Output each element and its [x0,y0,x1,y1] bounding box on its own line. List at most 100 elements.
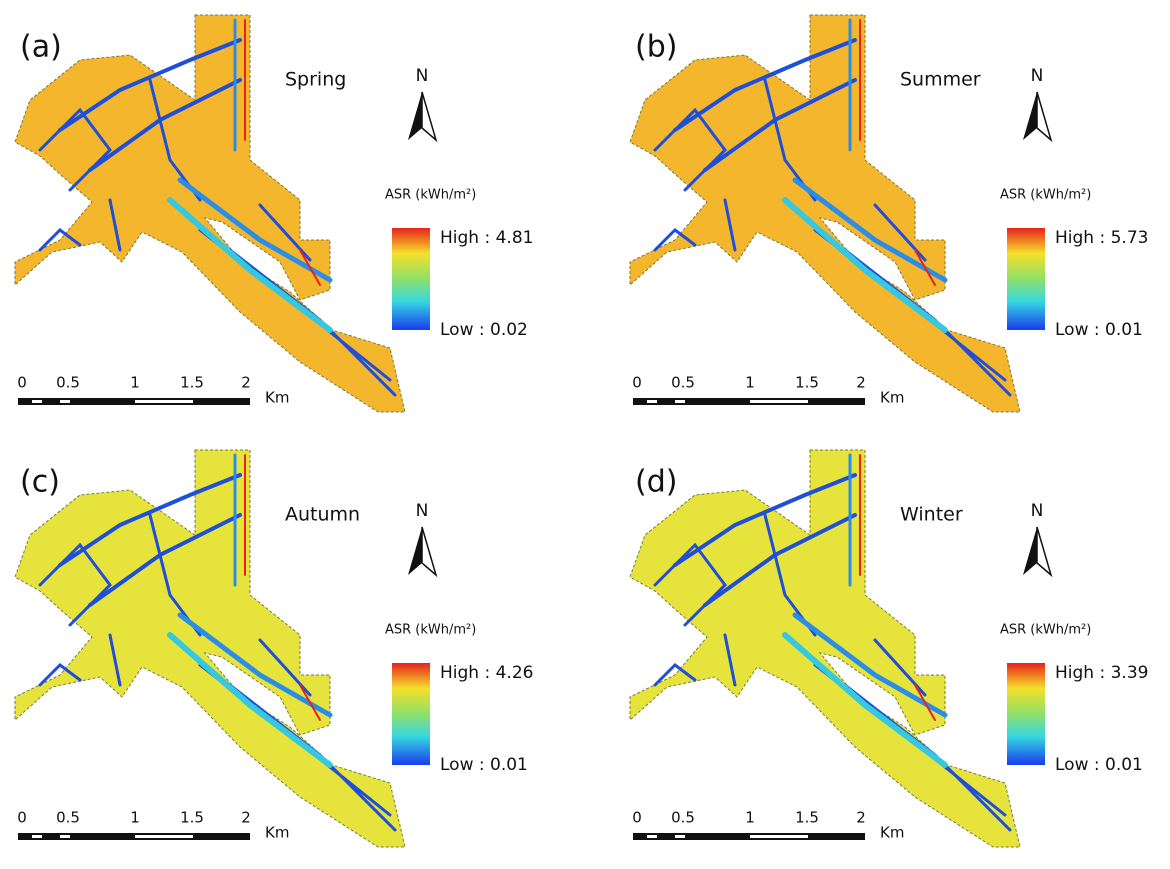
scale-tick: 2 [241,374,251,392]
season-name: Summer [900,69,981,91]
scale-bar-segment [750,835,808,838]
shade-feature [723,198,737,252]
shade-feature [653,107,727,192]
scale-unit: Km [265,389,289,407]
scale-bar-segment [60,835,70,838]
scale-tick: 1 [130,374,140,392]
scale-tick: 0 [17,374,27,392]
shade-feature [673,38,857,132]
shade-feature [258,203,312,262]
scale-bar-segment [135,400,193,403]
scale-bar-segment [675,400,685,403]
scale-tick: 2 [856,374,866,392]
north-arrow [408,92,422,140]
shade-feature [792,177,948,283]
scale-tick: 1.5 [795,809,819,827]
scale-tick: 1.5 [180,374,204,392]
season-name: Spring [285,69,346,91]
scale-bar-segment [32,835,42,838]
scale-bar-segment [675,835,685,838]
scale-unit: Km [265,824,289,842]
scale-tick: 2 [856,809,866,827]
scale-tick: 0.5 [56,374,80,392]
legend-low: Low : 0.01 [1055,320,1143,340]
scale-bar-segment [647,400,657,403]
scale-tick: 0 [632,809,642,827]
north-arrow-outline [421,91,438,143]
legend-title: ASR (kWh/m²) [1000,188,1091,203]
shade-feature [38,542,112,627]
legend-low: Low : 0.01 [440,755,528,775]
north-arrow [1023,527,1037,575]
legend-ramp [392,663,430,765]
season-name: Autumn [285,504,360,526]
shade-feature [723,633,737,687]
scale-bar-segment [135,835,193,838]
scale-bar [633,833,865,840]
shade-feature [258,638,312,697]
scale-tick: 0 [17,809,27,827]
shade-feature [38,663,82,687]
shade-feature [673,473,857,567]
legend-high: High : 3.39 [1055,663,1148,683]
shade-feature [873,638,927,697]
scale-unit: Km [880,389,904,407]
north-label: N [416,501,429,521]
shade-feature [177,612,333,718]
legend-high: High : 5.73 [1055,228,1148,248]
shade-feature [914,684,936,721]
scale-tick: 0 [632,374,642,392]
shade-feature [914,249,936,286]
scale-tick: 0.5 [56,809,80,827]
shade-feature [299,249,321,286]
shade-feature [38,107,112,192]
legend-ramp [1007,663,1045,765]
shade-feature [782,632,948,768]
shade-feature [38,228,82,252]
shade-feature [873,203,927,262]
panel-label: (c) [20,465,60,500]
scale-bar [18,833,250,840]
shade-feature [177,177,333,283]
shade-feature [299,684,321,721]
map-panel: (d) Winter N ASR (kWh/m²) High : 3.39 Low : 0… [629,449,1148,848]
shade-feature [653,663,697,687]
scale-tick: 2 [241,809,251,827]
legend-title: ASR (kWh/m²) [1000,623,1091,638]
north-arrow-outline [1036,91,1053,143]
shade-feature [782,197,948,333]
season-name: Winter [900,504,963,526]
scale-bar-segment [647,835,657,838]
scale-tick: 1 [745,809,755,827]
shade-feature [58,473,242,567]
legend-title: ASR (kWh/m²) [385,188,476,203]
north-label: N [1031,501,1044,521]
legend-ramp [1007,228,1045,330]
scale-bar-segment [750,400,808,403]
scale-tick: 1 [130,809,140,827]
scale-tick: 0.5 [671,809,695,827]
scale-tick: 1.5 [795,374,819,392]
scale-unit: Km [880,824,904,842]
north-label: N [1031,66,1044,86]
shade-feature [653,228,697,252]
north-label: N [416,66,429,86]
north-arrow-outline [421,526,438,578]
legend-high: High : 4.26 [440,663,533,683]
panel-label: (b) [635,30,677,65]
map-panel: (c) Autumn N ASR (kWh/m²) High : 4.26 Low : 0… [14,449,533,848]
north-arrow [1023,92,1037,140]
shade-feature [792,612,948,718]
legend-high: High : 4.81 [440,228,533,248]
map-panel: (b) Summer N ASR (kWh/m²) High : 5.73 Low : 0… [629,14,1148,413]
shade-feature [108,633,122,687]
study-area [14,14,406,413]
scale-bar-segment [60,400,70,403]
shade-feature [167,197,333,333]
legend-ramp [392,228,430,330]
legend-low: Low : 0.02 [440,320,528,340]
scale-tick: 1 [745,374,755,392]
north-arrow [408,527,422,575]
scale-tick: 0.5 [671,374,695,392]
